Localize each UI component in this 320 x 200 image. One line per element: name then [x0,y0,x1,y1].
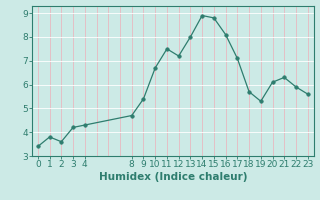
X-axis label: Humidex (Indice chaleur): Humidex (Indice chaleur) [99,172,247,182]
